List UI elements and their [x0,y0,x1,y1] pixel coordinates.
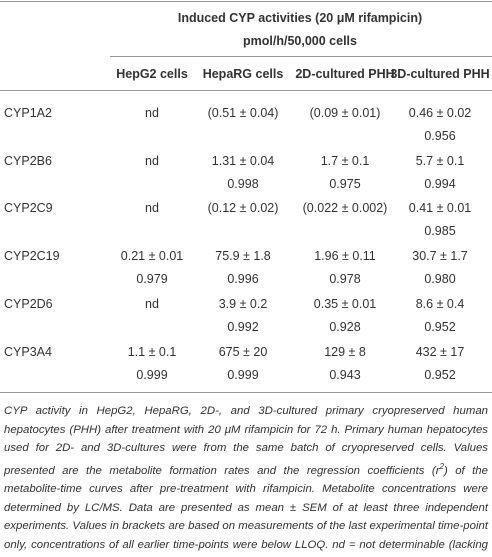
cell-r2: 0.943 [329,367,361,382]
cell-value: 0.21 ± 0.01 [120,249,184,264]
cell-r2: 0.975 [329,176,361,191]
cell-value: 5.7 ± 0.1 [415,153,465,168]
cell-value: (0.12 ± 0.02) [207,201,279,216]
column-header: HepG2 cells [116,67,188,81]
cell-value: 30.7 ± 1.7 [412,249,468,264]
cell-value: nd [145,296,159,311]
cell-r2: 0.996 [227,272,259,287]
cell-r2: 0.998 [227,176,259,191]
cell-value: 1.7 ± 0.1 [320,153,370,168]
cell-value: (0.09 ± 0.01) [309,106,381,120]
cell-value: 0.41 ± 0.01 [408,201,472,216]
cell-r2: 0.980 [424,272,456,287]
cell-r2: 0.952 [424,319,456,334]
row-label: CYP2C19 [4,249,60,264]
footnote-sup: 2 [439,461,444,471]
cell-value: 8.6 ± 0.4 [415,296,465,311]
footnote: CYP activity in HepG2, HepaRG, 2D-, and … [4,402,488,557]
top-rule [0,1,492,2]
cell-value: 75.9 ± 1.8 [215,249,271,264]
cell-value: 129 ± 8 [324,344,366,359]
footnote-text: ) of the metabolite-time curves after pr… [4,464,488,551]
cell-value: 1.96 ± 0.11 [314,249,376,264]
cell-r2: 0.956 [424,129,456,143]
cell-r2: 0.978 [329,272,361,287]
cell-r2: 0.928 [329,319,361,334]
cell-value: 3.9 ± 0.2 [218,296,268,311]
table-title: Induced CYP activities (20 μM rifampicin… [177,11,423,25]
header-rule [110,56,492,57]
cell-r2: 0.952 [424,367,456,382]
cell-value: 675 ± 20 [218,344,268,359]
bottom-rule [0,392,492,393]
row-label: CYP3A4 [4,344,52,359]
cell-r2: 0.979 [136,272,168,287]
column-header: 2D-cultured PHH [295,67,395,81]
row-label: CYP2C9 [4,201,53,216]
cell-value: nd [145,201,159,216]
cell-r2: 0.999 [136,367,168,382]
row-label: CYP2B6 [4,153,52,168]
cell-r2: 0.994 [424,176,456,191]
row-label: CYP1A2 [4,106,52,120]
cell-value: nd [145,106,159,120]
row-label: CYP2D6 [4,296,53,311]
column-header: HepaRG cells [202,67,284,81]
cell-r2: 0.999 [227,367,259,382]
cell-value: 0.35 ± 0.01 [313,296,377,311]
footnote-text: CYP activity in HepG2, HepaRG, 2D-, and … [4,405,488,477]
column-rule [0,90,492,91]
cell-r2: 0.992 [227,319,259,334]
cell-value: nd [145,153,159,168]
cell-r2: 0.985 [424,224,456,239]
cell-value: 1.1 ± 0.1 [127,344,177,359]
cell-value: 1.31 ± 0.04 [211,153,275,168]
table-unit: pmol/h/50,000 cells [243,34,357,48]
cell-value: (0.51 ± 0.04) [207,106,279,120]
cell-value: 432 ± 17 [415,344,465,359]
column-header: 3D-cultured PHH [390,67,490,81]
cell-value: (0.022 ± 0.002) [302,201,388,216]
cell-value: 0.46 ± 0.02 [408,106,472,120]
